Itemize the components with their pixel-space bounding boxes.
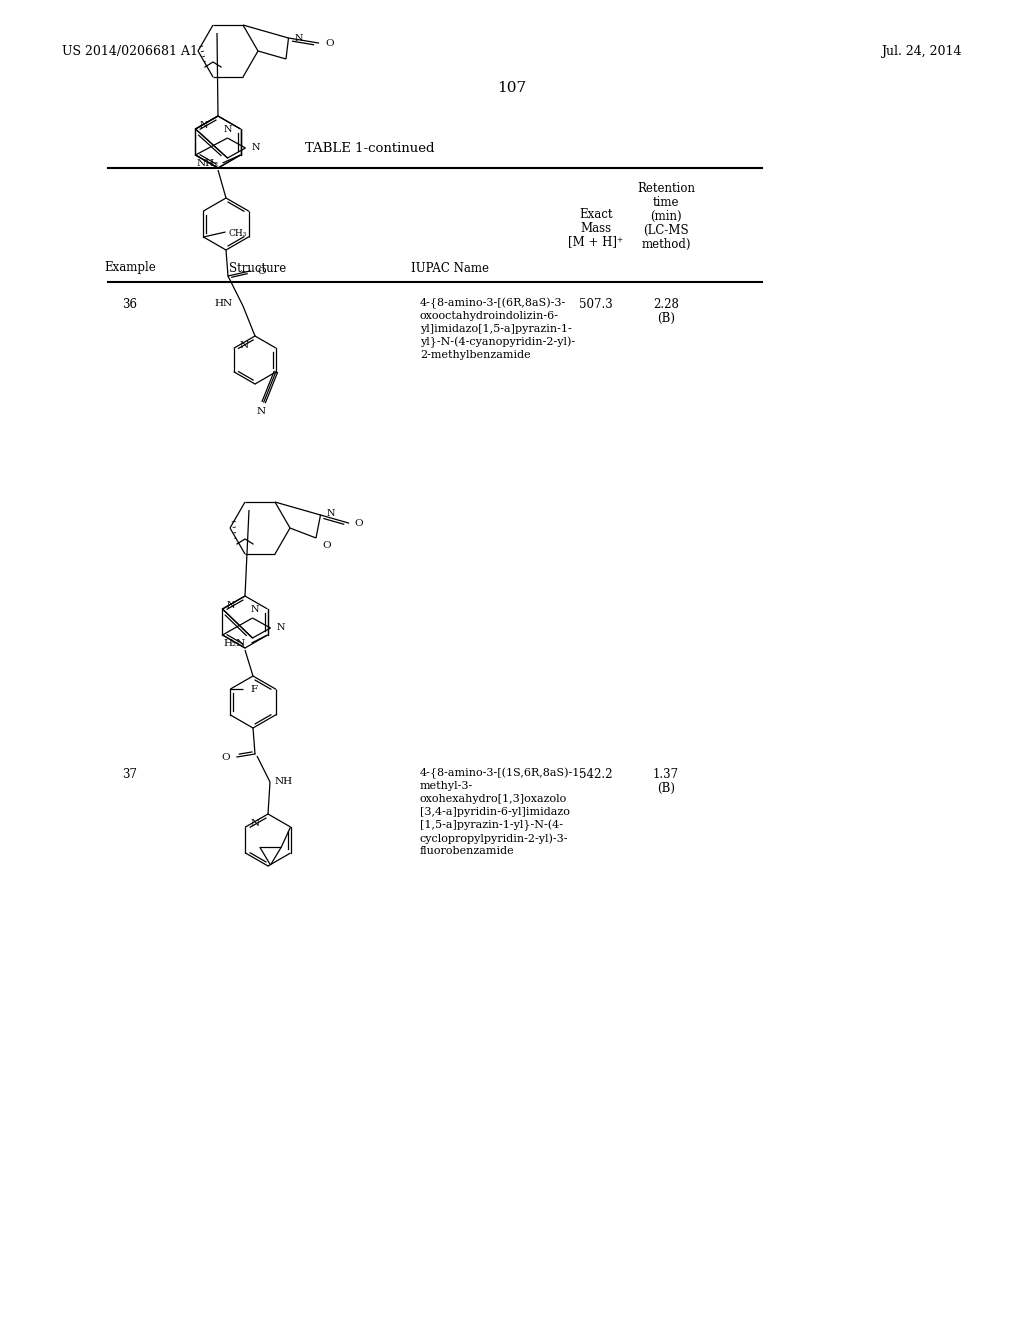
Text: O: O [354,519,364,528]
Text: N: N [251,605,259,614]
Text: HN: HN [215,298,233,308]
Text: (min): (min) [650,210,682,223]
Text: 107: 107 [498,81,526,95]
Text: 1.37: 1.37 [653,768,679,781]
Text: Example: Example [104,261,156,275]
Text: Retention: Retention [637,181,695,194]
Text: time: time [652,195,679,209]
Text: method): method) [641,238,691,251]
Text: (B): (B) [657,312,675,325]
Text: 542.2: 542.2 [580,768,612,781]
Text: 507.3: 507.3 [580,298,613,312]
Text: N: N [251,820,260,829]
Text: N: N [256,407,265,416]
Text: O: O [221,752,230,762]
Text: 4-{8-amino-3-[(6R,8aS)-3-: 4-{8-amino-3-[(6R,8aS)-3- [420,298,566,309]
Text: 2-methylbenzamide: 2-methylbenzamide [420,350,530,360]
Text: O: O [257,267,265,276]
Text: Mass: Mass [581,222,611,235]
Text: [M + H]⁺: [M + H]⁺ [568,235,624,248]
Text: CH₃: CH₃ [228,228,247,238]
Text: N: N [327,508,335,517]
Text: yl}-N-(4-cyanopyridin-2-yl)-: yl}-N-(4-cyanopyridin-2-yl)- [420,337,575,348]
Text: Exact: Exact [580,207,612,220]
Text: N: N [240,341,249,350]
Text: 37: 37 [123,768,137,781]
Text: fluorobenzamide: fluorobenzamide [420,846,515,855]
Text: yl]imidazo[1,5-a]pyrazin-1-: yl]imidazo[1,5-a]pyrazin-1- [420,323,571,334]
Text: N: N [252,144,260,153]
Text: methyl-3-: methyl-3- [420,781,473,791]
Text: O: O [326,38,334,48]
Text: (B): (B) [657,781,675,795]
Text: H₂N: H₂N [223,639,246,648]
Text: NH₂: NH₂ [197,158,218,168]
Text: TABLE 1-continued: TABLE 1-continued [305,141,435,154]
Text: IUPAC Name: IUPAC Name [411,261,489,275]
Text: [3,4-a]pyridin-6-yl]imidazo: [3,4-a]pyridin-6-yl]imidazo [420,807,570,817]
Text: cyclopropylpyridin-2-yl)-3-: cyclopropylpyridin-2-yl)-3- [420,833,568,843]
Text: N: N [224,124,232,133]
Text: 4-{8-amino-3-[(1S,6R,8aS)-1-: 4-{8-amino-3-[(1S,6R,8aS)-1- [420,768,584,779]
Text: N: N [226,602,234,610]
Text: N: N [276,623,285,632]
Text: N: N [200,121,208,131]
Text: O: O [322,541,331,550]
Text: oxooctahydroindolizin-6-: oxooctahydroindolizin-6- [420,312,559,321]
Text: 36: 36 [123,298,137,312]
Text: oxohexahydro[1,3]oxazolo: oxohexahydro[1,3]oxazolo [420,795,567,804]
Text: Jul. 24, 2014: Jul. 24, 2014 [882,45,962,58]
Text: 2.28: 2.28 [653,298,679,312]
Text: US 2014/0206681 A1: US 2014/0206681 A1 [62,45,198,58]
Text: [1,5-a]pyrazin-1-yl}-N-(4-: [1,5-a]pyrazin-1-yl}-N-(4- [420,820,563,832]
Text: Structure: Structure [229,261,287,275]
Text: N: N [295,33,303,42]
Text: (LC-MS: (LC-MS [643,223,689,236]
Text: F: F [251,685,258,693]
Text: NH: NH [275,777,293,787]
